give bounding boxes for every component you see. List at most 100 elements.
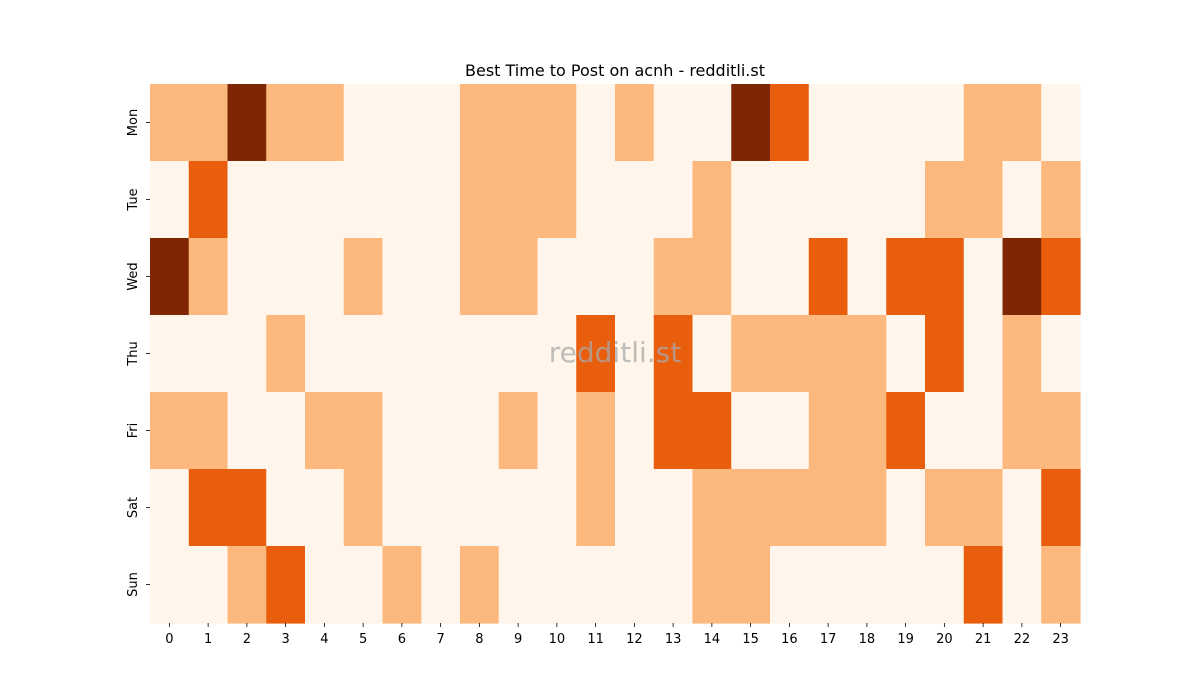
x-tick-label: 5 xyxy=(359,632,367,647)
heatmap-cell-thu-7 xyxy=(421,315,461,393)
heatmap-cell-sun-6 xyxy=(382,546,422,624)
heatmap-cell-fri-17 xyxy=(808,392,849,470)
heatmap-cell-sun-3 xyxy=(266,546,306,624)
heatmap-cell-fri-19 xyxy=(886,392,926,470)
heatmap-cell-thu-16 xyxy=(770,315,810,393)
x-tick-label: 3 xyxy=(281,632,289,647)
heatmap-cell-wed-11 xyxy=(576,238,616,316)
heatmap-cell-wed-8 xyxy=(460,238,500,316)
heatmap-cell-wed-12 xyxy=(615,238,655,316)
heatmap-cell-tue-19 xyxy=(886,161,926,239)
heatmap-cell-sun-0 xyxy=(150,546,190,624)
x-tick-label: 4 xyxy=(320,632,328,647)
heatmap-cell-wed-1 xyxy=(188,238,229,316)
heatmap-cell-sun-17 xyxy=(808,546,849,624)
x-tick-label: 9 xyxy=(514,632,522,647)
heatmap-cell-fri-22 xyxy=(1002,392,1042,470)
heatmap-cell-fri-15 xyxy=(731,392,771,470)
heatmap-cell-wed-6 xyxy=(382,238,422,316)
heatmap-cell-fri-12 xyxy=(615,392,655,470)
heatmap-cell-wed-10 xyxy=(537,238,577,316)
y-tick-label: Mon xyxy=(126,109,141,136)
heatmap-cell-tue-10 xyxy=(537,161,577,239)
heatmap-cell-sun-13 xyxy=(653,546,694,624)
x-tick-label: 15 xyxy=(742,632,759,647)
heatmap-cell-wed-14 xyxy=(692,238,732,316)
heatmap-cell-sun-1 xyxy=(188,546,229,624)
heatmap-cell-sun-16 xyxy=(770,546,810,624)
heatmap-cell-wed-3 xyxy=(266,238,306,316)
heatmap-cell-fri-1 xyxy=(188,392,229,470)
heatmap-cell-sun-2 xyxy=(227,546,267,624)
heatmap-cell-fri-11 xyxy=(576,392,616,470)
heatmap-cell-wed-20 xyxy=(925,238,965,316)
heatmap-cell-sat-11 xyxy=(576,469,616,547)
heatmap-cell-tue-14 xyxy=(692,161,732,239)
heatmap-cell-mon-11 xyxy=(576,84,616,162)
heatmap-cell-wed-17 xyxy=(808,238,849,316)
heatmap-cell-sat-10 xyxy=(537,469,577,547)
heatmap-cell-sat-21 xyxy=(963,469,1004,547)
heatmap-cell-fri-5 xyxy=(343,392,384,470)
x-tick-label: 21 xyxy=(975,632,992,647)
heatmap-cell-tue-20 xyxy=(925,161,965,239)
x-axis: 0 1 2 3 4 5 6 7 8 9 10 11 12 13 14 15 16 17 18 19 20 21 22 23 xyxy=(165,623,1069,647)
heatmap-cell-mon-17 xyxy=(808,84,849,162)
heatmap-cell-mon-19 xyxy=(886,84,926,162)
y-tick-label: Tue xyxy=(126,188,141,211)
heatmap-cell-fri-3 xyxy=(266,392,306,470)
heatmap-cell-fri-14 xyxy=(692,392,732,470)
heatmap-cells xyxy=(150,84,1081,624)
heatmap-cell-tue-0 xyxy=(150,161,190,239)
heatmap-cell-sun-20 xyxy=(925,546,965,624)
x-tick-label: 17 xyxy=(820,632,837,647)
heatmap-cell-tue-3 xyxy=(266,161,306,239)
x-tick-label: 18 xyxy=(859,632,876,647)
heatmap-cell-sun-7 xyxy=(421,546,461,624)
heatmap-cell-fri-8 xyxy=(460,392,500,470)
y-tick-label: Sun xyxy=(126,572,141,597)
heatmap-cell-mon-18 xyxy=(847,84,887,162)
heatmap-cell-mon-16 xyxy=(770,84,810,162)
heatmap-cell-tue-13 xyxy=(653,161,694,239)
heatmap-cell-wed-13 xyxy=(653,238,694,316)
heatmap-cell-mon-6 xyxy=(382,84,422,162)
heatmap-cell-sun-9 xyxy=(498,546,539,624)
heatmap-cell-mon-4 xyxy=(305,84,345,162)
x-tick-label: 16 xyxy=(781,632,798,647)
heatmap-cell-sat-8 xyxy=(460,469,500,547)
heatmap-cell-sat-1 xyxy=(188,469,229,547)
heatmap-cell-mon-8 xyxy=(460,84,500,162)
heatmap-cell-thu-6 xyxy=(382,315,422,393)
heatmap-cell-sun-12 xyxy=(615,546,655,624)
heatmap-cell-sat-23 xyxy=(1041,469,1081,547)
heatmap-cell-sun-19 xyxy=(886,546,926,624)
heatmap-cell-fri-21 xyxy=(963,392,1004,470)
heatmap-cell-wed-18 xyxy=(847,238,887,316)
heatmap-cell-sat-16 xyxy=(770,469,810,547)
heatmap-cell-sun-21 xyxy=(963,546,1004,624)
heatmap-cell-wed-2 xyxy=(227,238,267,316)
heatmap-cell-tue-6 xyxy=(382,161,422,239)
heatmap-cell-fri-10 xyxy=(537,392,577,470)
heatmap-cell-thu-0 xyxy=(150,315,190,393)
heatmap-cell-tue-18 xyxy=(847,161,887,239)
heatmap-cell-tue-4 xyxy=(305,161,345,239)
heatmap-cell-fri-23 xyxy=(1041,392,1081,470)
heatmap-cell-tue-15 xyxy=(731,161,771,239)
heatmap-cell-mon-21 xyxy=(963,84,1004,162)
heatmap-cell-thu-12 xyxy=(615,315,655,393)
heatmap-cell-fri-13 xyxy=(653,392,694,470)
x-tick-label: 19 xyxy=(897,632,914,647)
heatmap-cell-sat-2 xyxy=(227,469,267,547)
heatmap-cell-sun-18 xyxy=(847,546,887,624)
heatmap-cell-mon-14 xyxy=(692,84,732,162)
heatmap-cell-sat-15 xyxy=(731,469,771,547)
heatmap-cell-fri-0 xyxy=(150,392,190,470)
heatmap-cell-wed-5 xyxy=(343,238,384,316)
heatmap-cell-thu-18 xyxy=(847,315,887,393)
heatmap-cell-tue-17 xyxy=(808,161,849,239)
heatmap-cell-sun-4 xyxy=(305,546,345,624)
heatmap-cell-fri-7 xyxy=(421,392,461,470)
